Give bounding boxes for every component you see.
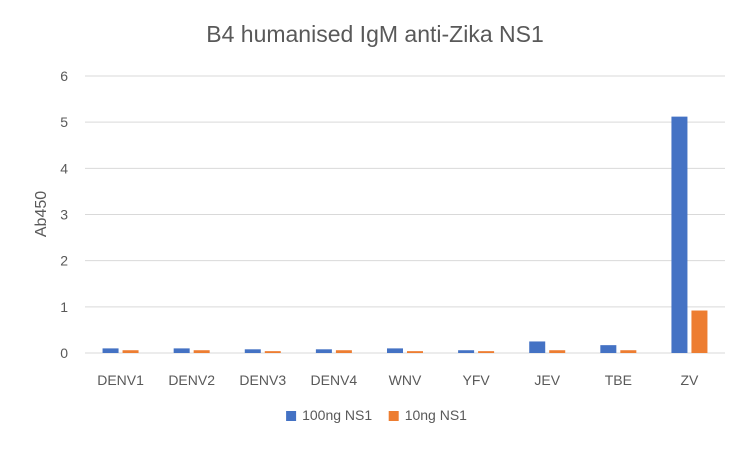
legend-item: 10ng NS1 xyxy=(388,407,467,423)
bar-denv4-series-2 xyxy=(335,350,352,353)
bar-yfv-series-2 xyxy=(478,351,495,353)
x-tick-label: TBE xyxy=(605,372,632,388)
bar-jev-series-1 xyxy=(529,341,546,353)
bar-zv-series-1 xyxy=(671,116,688,353)
bar-denv1-series-2 xyxy=(122,350,139,353)
gridlines xyxy=(85,75,725,354)
x-tick-label: WNV xyxy=(389,372,422,388)
x-tick-label: DENV3 xyxy=(239,372,286,388)
y-axis-ticks: 0 1 2 3 4 5 6 xyxy=(60,68,68,361)
x-tick-label: JEV xyxy=(534,372,560,388)
x-tick-label: DENV1 xyxy=(97,372,144,388)
chart-title: B4 humanised IgM anti-Zika NS1 xyxy=(206,21,544,47)
bar-denv2-series-2 xyxy=(193,350,210,353)
bar-yfv-series-1 xyxy=(458,350,475,353)
x-tick-label: DENV4 xyxy=(311,372,358,388)
y-tick-label: 3 xyxy=(60,207,68,223)
bar-zv-series-2 xyxy=(691,310,708,353)
x-axis-ticks: DENV1 DENV2 DENV3 DENV4 WNV YFV JEV TBE ZV xyxy=(97,372,699,388)
bar-denv4-series-1 xyxy=(315,349,332,353)
bar-wnv-series-2 xyxy=(407,351,423,353)
bar-wnv-series-1 xyxy=(387,348,403,353)
y-tick-label: 0 xyxy=(60,345,68,361)
y-tick-label: 4 xyxy=(60,160,68,176)
y-tick-label: 1 xyxy=(60,299,68,315)
bar-jev-series-2 xyxy=(549,350,566,353)
bar-tbe-series-2 xyxy=(620,350,637,353)
x-tick-label: YFV xyxy=(462,372,490,388)
legend-label: 10ng NS1 xyxy=(405,407,467,423)
legend-swatch xyxy=(388,411,399,421)
bar-denv1-series-1 xyxy=(102,348,119,353)
y-tick-label: 5 xyxy=(60,114,68,130)
legend-label: 100ng NS1 xyxy=(302,407,372,423)
x-tick-label: DENV2 xyxy=(168,372,215,388)
legend: 100ng NS1 10ng NS1 xyxy=(286,407,467,423)
bar-denv3-series-2 xyxy=(264,351,281,353)
y-axis-title: Ab450 xyxy=(33,191,50,237)
y-tick-label: 6 xyxy=(60,68,68,84)
x-tick-label: ZV xyxy=(680,372,699,388)
bars xyxy=(102,116,708,353)
y-tick-label: 2 xyxy=(60,253,68,269)
legend-item: 100ng NS1 xyxy=(286,407,372,423)
bar-denv3-series-1 xyxy=(244,349,261,353)
bar-tbe-series-1 xyxy=(600,345,617,353)
bar-denv2-series-1 xyxy=(173,348,190,353)
legend-swatch xyxy=(286,411,297,421)
